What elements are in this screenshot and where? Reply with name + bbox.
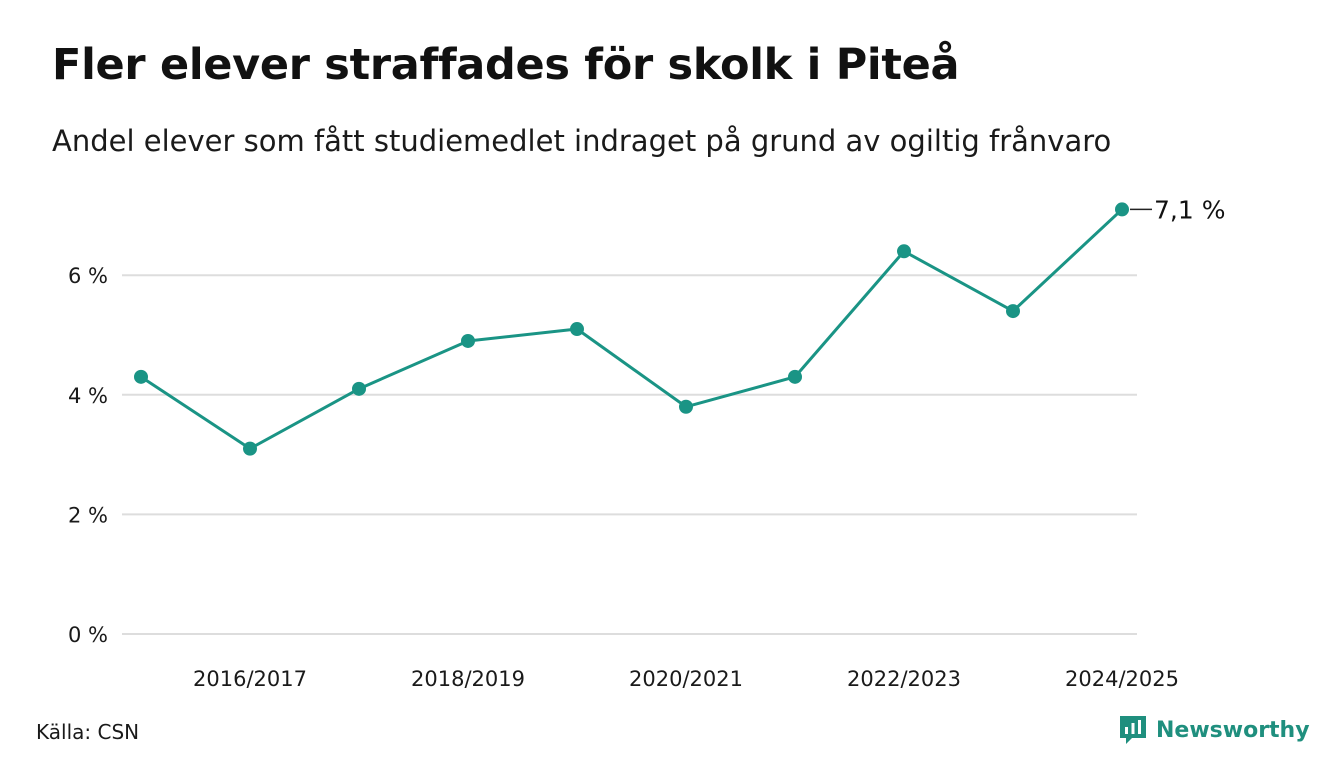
data-point [243,441,257,456]
brand-logo: Newsworthy [1118,714,1310,746]
newsworthy-logo-icon [1120,716,1146,744]
x-tick-label: 2022/2023 [847,667,961,691]
data-point [788,369,802,384]
data-point [679,399,693,414]
series-group [134,202,1129,456]
data-point [897,244,911,259]
y-tick-label: 0 % [68,623,108,647]
source-note: Källa: CSN [36,720,140,744]
y-axis-ticks: 0 % 2 % 4 % 6 % [68,264,108,647]
grid-lines [122,274,1137,635]
data-point [1006,304,1020,319]
x-tick-label: 2024/2025 [1065,667,1179,691]
y-tick-label: 6 % [68,264,108,288]
data-point [352,381,366,396]
y-tick-label: 4 % [68,384,108,408]
data-point [1115,202,1129,217]
data-point [134,369,148,384]
brand-name: Newsworthy [1156,717,1310,743]
x-tick-label: 2020/2021 [629,667,743,691]
chart-subtitle: Andel elever som fått studiemedlet indra… [52,124,1112,158]
data-point [461,333,475,348]
x-tick-label: 2018/2019 [411,667,525,691]
x-tick-label: 2016/2017 [193,667,307,691]
end-value-label: 7,1 % [1154,195,1225,224]
data-point [570,322,584,337]
x-axis-ticks: 2016/2017 2018/2019 2020/2021 2022/2023 2024… [193,667,1179,691]
series-line [140,208,1124,451]
chart-title: Fler elever straffades för skolk i Piteå [52,40,960,90]
y-tick-label: 2 % [68,503,108,527]
annotation-group: 7,1 % [1130,195,1225,224]
